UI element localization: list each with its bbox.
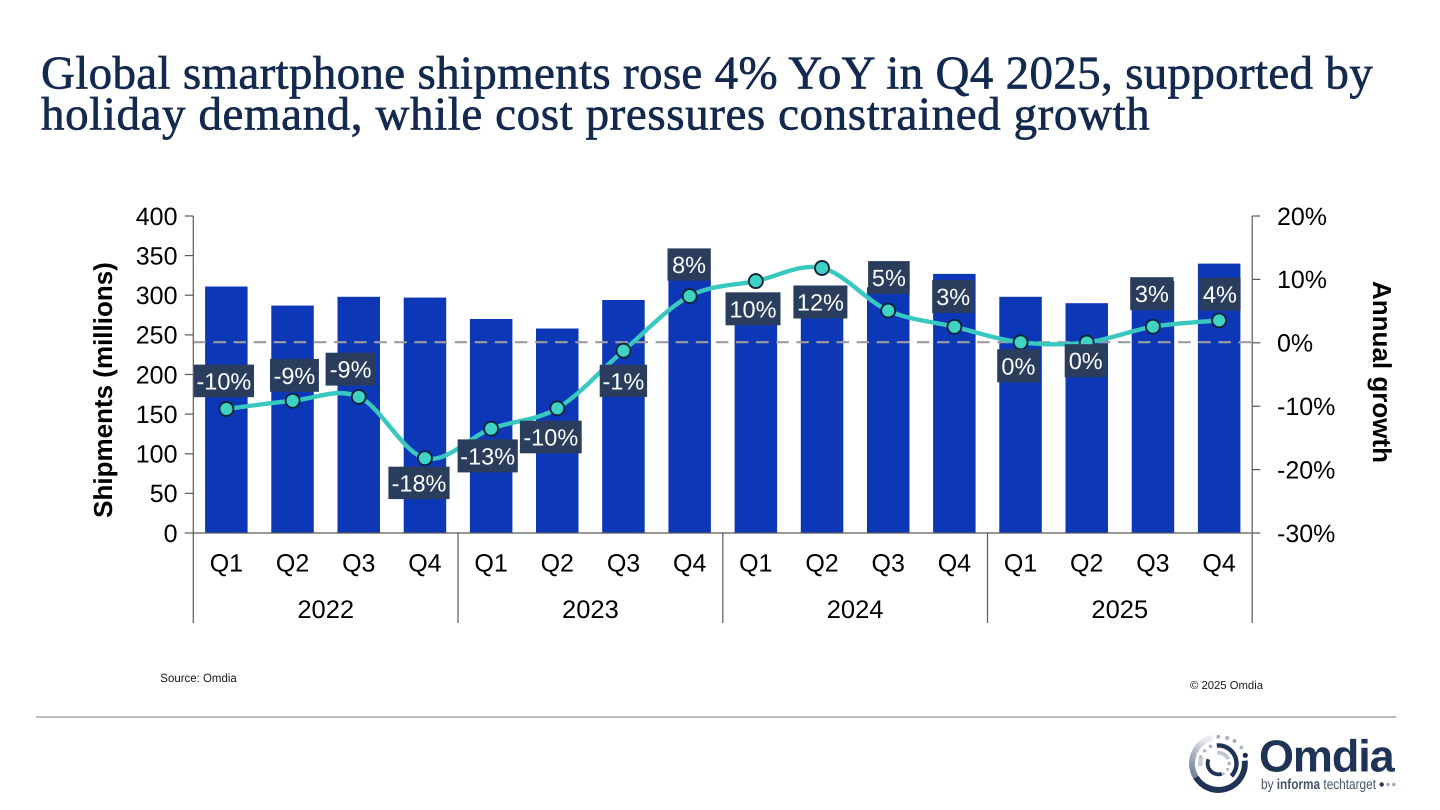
svg-text:-9%: -9% bbox=[330, 357, 372, 383]
svg-text:8%: 8% bbox=[672, 252, 706, 278]
svg-text:250: 250 bbox=[136, 322, 178, 350]
svg-text:100: 100 bbox=[136, 441, 178, 469]
svg-text:-13%: -13% bbox=[460, 443, 515, 469]
svg-text:-10%: -10% bbox=[1277, 393, 1335, 421]
svg-text:4%: 4% bbox=[1203, 282, 1237, 308]
svg-text:0%: 0% bbox=[1001, 353, 1035, 379]
svg-text:2025: 2025 bbox=[1091, 596, 1148, 624]
svg-text:-9%: -9% bbox=[274, 363, 316, 389]
svg-text:Q2: Q2 bbox=[805, 549, 838, 577]
svg-text:© 2025 Omdia: © 2025 Omdia bbox=[1190, 680, 1264, 692]
svg-text:Q3: Q3 bbox=[1136, 549, 1169, 577]
svg-text:50: 50 bbox=[150, 480, 178, 508]
svg-text:Q3: Q3 bbox=[607, 549, 640, 577]
svg-text:Q4: Q4 bbox=[408, 549, 441, 577]
svg-text:0%: 0% bbox=[1069, 348, 1103, 374]
svg-text:2024: 2024 bbox=[827, 596, 884, 624]
svg-text:-30%: -30% bbox=[1277, 520, 1335, 548]
svg-text:Q2: Q2 bbox=[541, 549, 574, 577]
svg-text:Source: Omdia: Source: Omdia bbox=[160, 671, 237, 685]
svg-text:200: 200 bbox=[136, 361, 178, 389]
svg-text:Q2: Q2 bbox=[276, 549, 309, 577]
svg-text:Q3: Q3 bbox=[872, 549, 905, 577]
svg-text:Q4: Q4 bbox=[938, 549, 971, 577]
svg-text:0%: 0% bbox=[1277, 330, 1313, 358]
svg-text:-10%: -10% bbox=[196, 368, 251, 394]
svg-text:350: 350 bbox=[136, 242, 178, 270]
svg-text:20%: 20% bbox=[1277, 203, 1327, 231]
svg-text:Q4: Q4 bbox=[1202, 549, 1235, 577]
svg-text:-20%: -20% bbox=[1277, 456, 1335, 484]
svg-text:12%: 12% bbox=[797, 290, 844, 316]
svg-text:2023: 2023 bbox=[562, 596, 619, 624]
svg-text:5%: 5% bbox=[872, 265, 906, 291]
svg-text:10%: 10% bbox=[729, 296, 776, 322]
svg-text:0: 0 bbox=[164, 520, 178, 548]
svg-text:by informa techtarget: by informa techtarget bbox=[1261, 777, 1376, 793]
svg-text:holiday demand, while cost pre: holiday demand, while cost pressures con… bbox=[41, 89, 1150, 141]
svg-text:Q1: Q1 bbox=[474, 549, 507, 577]
svg-text:2022: 2022 bbox=[297, 596, 354, 624]
svg-text:Q2: Q2 bbox=[1070, 549, 1103, 577]
svg-text:400: 400 bbox=[136, 203, 178, 231]
svg-text:3%: 3% bbox=[936, 284, 970, 310]
svg-text:Q1: Q1 bbox=[210, 549, 243, 577]
svg-text:Global smartphone shipments ro: Global smartphone shipments rose 4% YoY … bbox=[41, 48, 1373, 100]
svg-text:Annual growth: Annual growth bbox=[1367, 281, 1397, 463]
svg-text:Q4: Q4 bbox=[673, 549, 706, 577]
svg-text:Shipments (millions): Shipments (millions) bbox=[88, 262, 118, 518]
svg-text:-18%: -18% bbox=[392, 470, 447, 496]
svg-text:300: 300 bbox=[136, 282, 178, 310]
svg-text:150: 150 bbox=[136, 401, 178, 429]
svg-text:-10%: -10% bbox=[523, 425, 578, 451]
svg-text:3%: 3% bbox=[1135, 281, 1169, 307]
svg-text:10%: 10% bbox=[1277, 266, 1327, 294]
svg-text:-1%: -1% bbox=[603, 368, 645, 394]
svg-text:Q3: Q3 bbox=[342, 549, 375, 577]
svg-text:Q1: Q1 bbox=[739, 549, 772, 577]
svg-text:Q1: Q1 bbox=[1004, 549, 1037, 577]
svg-text:Omdia: Omdia bbox=[1259, 731, 1396, 782]
